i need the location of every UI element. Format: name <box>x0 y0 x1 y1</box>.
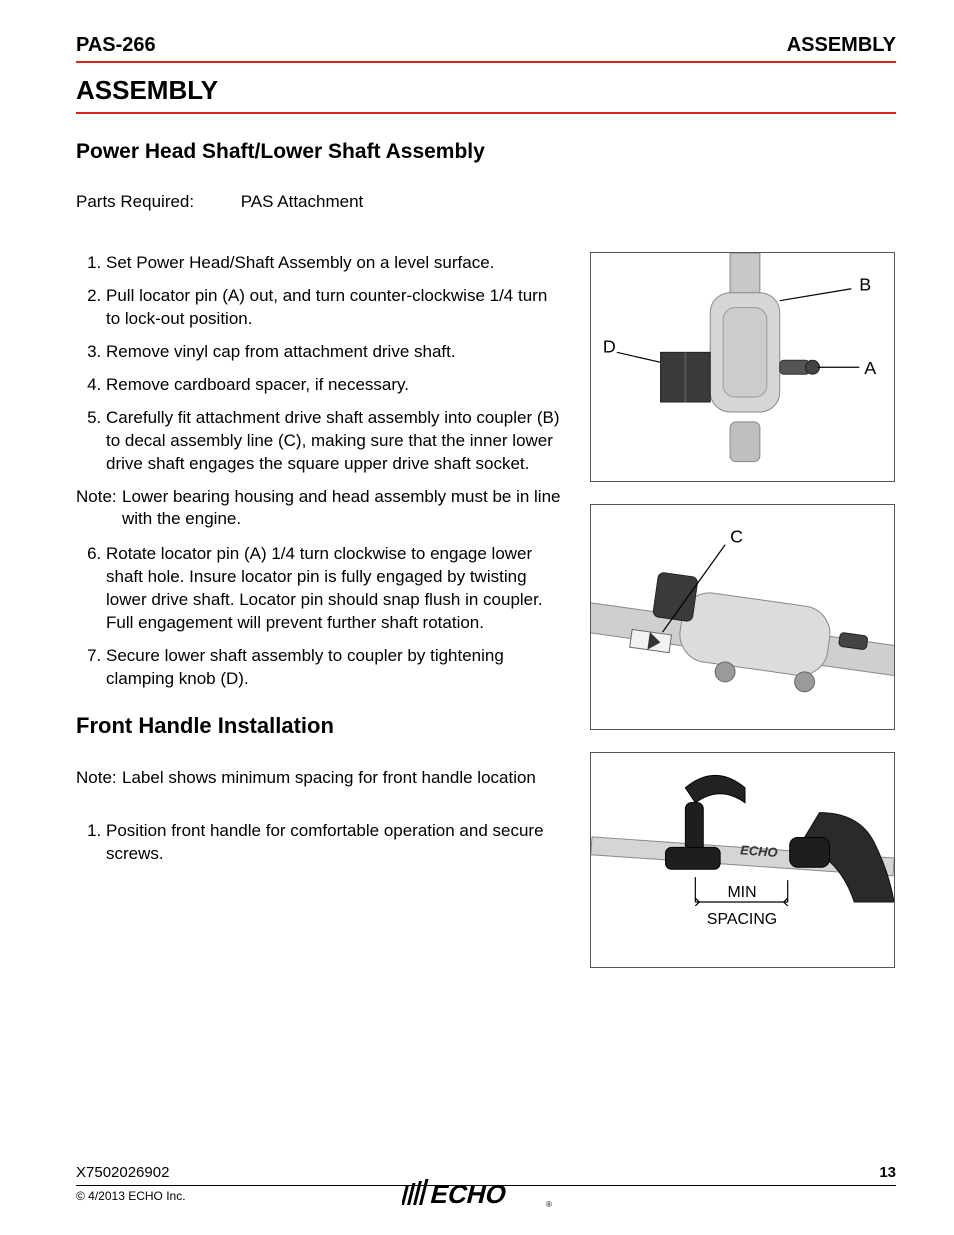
page-header: PAS-266 ASSEMBLY <box>76 34 896 63</box>
callout-A: A <box>864 358 876 378</box>
callout-D: D <box>603 336 616 356</box>
parts-required-row: Parts Required: PAS Attachment <box>76 192 896 212</box>
note-2: Note: Label shows minimum spacing for fr… <box>76 767 566 790</box>
note-body: Lower bearing housing and head assembly … <box>122 486 566 532</box>
steps-list-1a: Set Power Head/Shaft Assembly on a level… <box>76 252 566 476</box>
shaft-brand-label: ECHO <box>740 842 778 860</box>
section1-heading: Power Head Shaft/Lower Shaft Assembly <box>76 140 896 164</box>
note-1: Note: Lower bearing housing and head ass… <box>76 486 566 532</box>
step-item: Carefully fit attachment drive shaft ass… <box>106 407 566 476</box>
model-number: PAS-266 <box>76 34 156 57</box>
min-label: MIN <box>727 884 756 901</box>
step-item: Rotate locator pin (A) 1/4 turn clockwis… <box>106 543 566 635</box>
step-item: Set Power Head/Shaft Assembly on a level… <box>106 252 566 275</box>
step-item: Position front handle for comfortable op… <box>106 820 566 866</box>
svg-text:®: ® <box>546 1200 552 1209</box>
step-item: Remove vinyl cap from attachment drive s… <box>106 341 566 364</box>
step-item: Secure lower shaft assembly to coupler b… <box>106 645 566 691</box>
brand-logo: ECHO ® <box>0 1175 954 1211</box>
figure-column: B A D <box>590 252 895 990</box>
steps-list-2: Position front handle for comfortable op… <box>76 820 566 866</box>
text-column: Set Power Head/Shaft Assembly on a level… <box>76 252 566 990</box>
callout-B: B <box>859 275 871 295</box>
note-label: Note: <box>76 486 122 532</box>
header-section: ASSEMBLY <box>787 34 896 57</box>
steps-list-1b: Rotate locator pin (A) 1/4 turn clockwis… <box>76 543 566 691</box>
brand-wordmark: ECHO <box>428 1179 510 1209</box>
section2-heading: Front Handle Installation <box>76 713 566 739</box>
two-column-layout: Set Power Head/Shaft Assembly on a level… <box>76 252 896 990</box>
step-item: Pull locator pin (A) out, and turn count… <box>106 285 566 331</box>
manual-page: PAS-266 ASSEMBLY ASSEMBLY Power Head Sha… <box>0 0 954 1235</box>
page-title: ASSEMBLY <box>76 75 896 114</box>
parts-required-value: PAS Attachment <box>241 192 364 211</box>
parts-required-label: Parts Required: <box>76 192 236 212</box>
step-item: Remove cardboard spacer, if necessary. <box>106 374 566 397</box>
figure-coupler-side: C <box>590 504 895 730</box>
note-label: Note: <box>76 767 122 790</box>
figure-coupler-labeled: B A D <box>590 252 895 482</box>
figure-front-handle: ECHO MIN SPACING <box>590 752 895 968</box>
spacing-label: SPACING <box>707 911 777 928</box>
callout-C: C <box>730 527 743 547</box>
note-body: Label shows minimum spacing for front ha… <box>122 767 566 790</box>
